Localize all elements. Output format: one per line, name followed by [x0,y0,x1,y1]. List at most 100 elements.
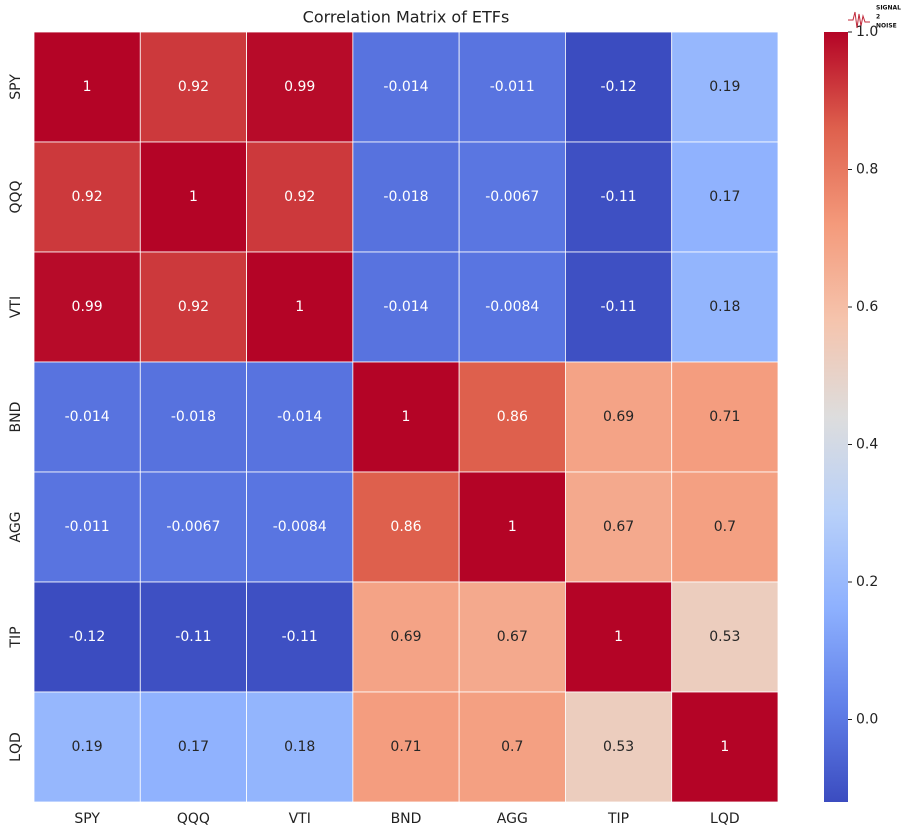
cell-label: -0.12 [69,629,105,645]
cell [671,141,779,253]
y-tick-label: BND [8,402,24,433]
cell [458,471,566,583]
cell-label: 0.67 [603,519,634,535]
cell [671,251,779,363]
cell-label: 0.86 [497,409,528,425]
cell-label: 1 [614,629,623,645]
x-tick-label: AGG [497,811,528,827]
colorbar-tick-label: 0.2 [856,574,878,590]
cell-label: 0.67 [497,629,528,645]
x-tick-label: SPY [74,811,100,827]
cell [565,471,673,583]
cell-label: 0.69 [390,629,421,645]
cell [565,361,673,473]
cell [33,581,141,693]
cell-label: -0.018 [171,409,216,425]
colorbar-tick-label: 0.8 [856,162,878,178]
cell [352,361,460,473]
logo-wave [848,11,870,29]
cell-label: 0.19 [709,79,740,95]
cell [458,361,566,473]
cell-label: 0.92 [284,189,315,205]
cell [139,31,247,143]
y-tick-label: VTI [8,296,24,318]
cell-label: -0.0067 [166,519,220,535]
cell [246,141,354,253]
cell-label: 0.92 [72,189,103,205]
cell-label: -0.11 [600,299,636,315]
cell-label: 1 [720,739,729,755]
cell-label: 1 [508,519,517,535]
cell [565,691,673,803]
y-tick-label: QQQ [8,180,24,213]
chart-title: Correlation Matrix of ETFs [303,8,510,27]
cell-label: -0.11 [175,629,211,645]
cell [246,581,354,693]
colorbar [824,32,848,802]
x-tick-label: LQD [710,811,740,827]
cell-label: 0.53 [709,629,740,645]
cell-label: -0.011 [490,79,535,95]
cell-label: 1 [189,189,198,205]
logo-text: SIGNAL [876,5,901,12]
y-tick-label: SPY [8,74,24,100]
x-tick-label: TIP [607,811,629,827]
cell-label: -0.12 [600,79,636,95]
cell [33,471,141,583]
cell [139,691,247,803]
y-tick-label: AGG [8,511,24,542]
cell-label: -0.0084 [273,519,327,535]
cell [139,141,247,253]
cell [458,141,566,253]
cell-label: 0.99 [284,79,315,95]
cell [458,691,566,803]
cell-label: 0.18 [709,299,740,315]
cell [33,141,141,253]
x-tick-label: VTI [289,811,311,827]
cell [671,691,779,803]
y-tick-label: LQD [8,732,24,762]
colorbar-tick-label: 1.0 [856,24,878,40]
cell [139,471,247,583]
colorbar-tick-label: 0.4 [856,437,878,453]
cell-label: 0.17 [178,739,209,755]
cell [139,361,247,473]
cell-label: 0.19 [72,739,103,755]
cell [671,471,779,583]
cell-label: -0.014 [383,299,428,315]
x-tick-label: BND [391,811,422,827]
cell-label: 0.7 [714,519,736,535]
cell-label: -0.018 [383,189,428,205]
cell-label: -0.11 [282,629,318,645]
cell-label: 0.18 [284,739,315,755]
cell-label: 0.53 [603,739,634,755]
cell-label: -0.0084 [485,299,539,315]
cell-label: -0.014 [383,79,428,95]
cell-label: 1 [83,79,92,95]
cell [352,471,460,583]
colorbar-tick-label: 0.0 [856,712,878,728]
cell [33,361,141,473]
cell [246,471,354,583]
cell [671,581,779,693]
cell [565,31,673,143]
cell-label: -0.0067 [485,189,539,205]
cell-label: -0.11 [600,189,636,205]
cell [246,691,354,803]
cell-label: 0.69 [603,409,634,425]
x-tick-label: QQQ [177,811,210,827]
cell-label: -0.014 [65,409,110,425]
cell-label: 0.7 [501,739,523,755]
cell-label: 0.71 [709,409,740,425]
logo-text: NOISE [876,23,897,30]
cell [33,251,141,363]
cell [352,141,460,253]
colorbar-tick-label: 0.6 [856,299,878,315]
cell [565,141,673,253]
cell [458,251,566,363]
cell [671,31,779,143]
cell [458,581,566,693]
cell-label: 1 [295,299,304,315]
y-tick-label: TIP [8,626,24,648]
